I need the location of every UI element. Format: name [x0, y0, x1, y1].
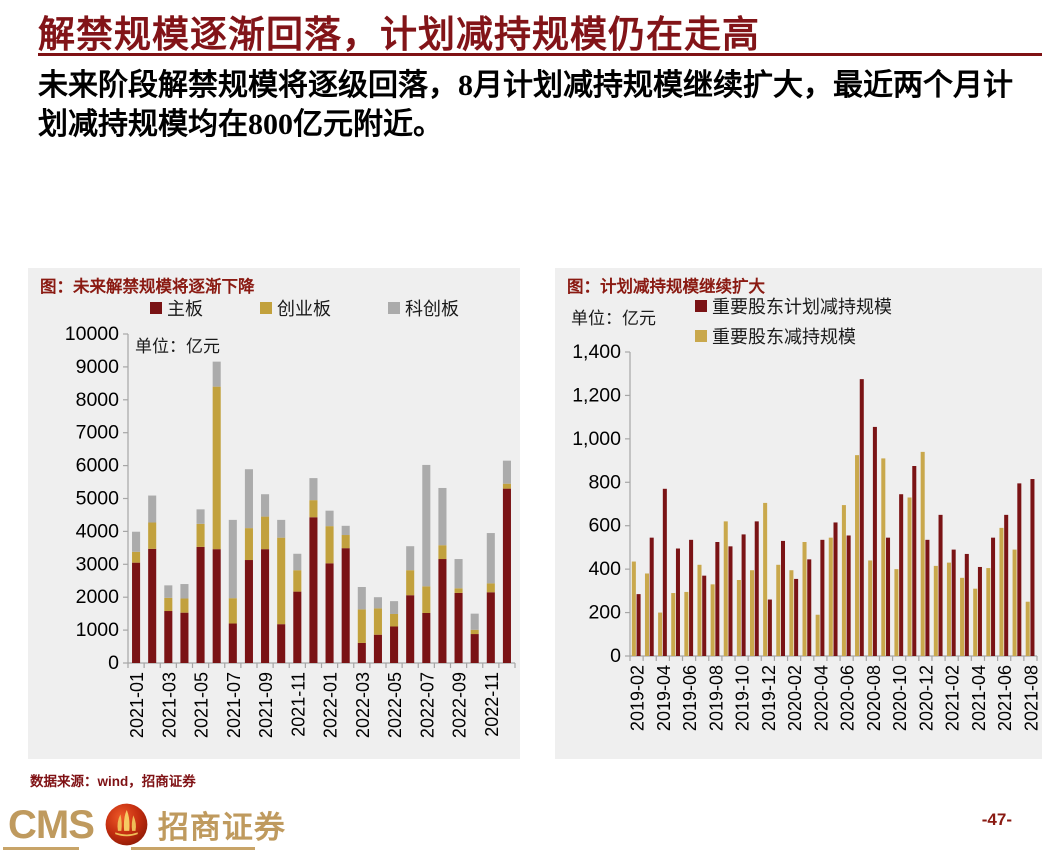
svg-text:1000: 1000 [76, 619, 120, 641]
svg-text:2019-10: 2019-10 [733, 665, 753, 731]
svg-text:2020-04: 2020-04 [811, 665, 831, 731]
legend-item: 科创板 [388, 295, 459, 321]
svg-text:4000: 4000 [76, 520, 120, 542]
cms-logo-text: CMS [8, 802, 95, 847]
svg-text:2020-08: 2020-08 [864, 665, 884, 731]
cms-badge-icon [105, 803, 148, 846]
svg-text:7000: 7000 [76, 422, 120, 444]
svg-text:2019-06: 2019-06 [680, 665, 700, 731]
right-chart: 1,400 1,200 1,000 800 600 400 200 0 2019-02 2019-… [572, 341, 1041, 731]
svg-text:2019-08: 2019-08 [706, 665, 726, 731]
legend-item: 重要股东计划减持规模 [695, 293, 892, 319]
page-subtitle: 未来阶段解禁规模将逐级回落，8月计划减持规模继续扩大，最近两个月计划减持规模均在… [38, 69, 1013, 141]
cms-logo-company-text: 招商证券 [157, 810, 286, 845]
svg-text:1,200: 1,200 [572, 384, 621, 406]
legend-label: 创业板 [277, 299, 331, 319]
svg-text:200: 200 [588, 602, 621, 624]
svg-text:400: 400 [588, 558, 621, 580]
svg-text:2000: 2000 [76, 586, 120, 608]
data-source-note: 数据来源：wind，招商证券 [30, 774, 196, 789]
legend-item: 创业板 [260, 295, 331, 321]
svg-text:1,000: 1,000 [572, 428, 621, 450]
svg-text:800: 800 [588, 471, 621, 493]
legend-swatch-icon [388, 302, 400, 314]
logo-underline-left [3, 847, 79, 850]
legend-label: 主板 [167, 299, 203, 319]
legend-swatch-icon [150, 302, 162, 314]
svg-text:9000: 9000 [76, 356, 120, 378]
left-chart-unit-label: 单位：亿元 [135, 337, 220, 356]
page-number: -47- [981, 810, 1012, 829]
logo-underline-right [131, 847, 255, 850]
svg-text:2022-01: 2022-01 [321, 672, 341, 738]
svg-text:2021-04: 2021-04 [969, 665, 989, 731]
svg-text:2022-05: 2022-05 [385, 672, 405, 738]
svg-text:2021-07: 2021-07 [224, 672, 244, 738]
legend-item: 重要股东减持规模 [695, 323, 892, 349]
svg-text:2022-07: 2022-07 [417, 672, 437, 738]
svg-text:2020-02: 2020-02 [785, 665, 805, 731]
svg-text:5000: 5000 [76, 488, 120, 510]
svg-text:2022-09: 2022-09 [450, 672, 470, 738]
svg-text:2022-03: 2022-03 [353, 672, 373, 738]
left-chart-panel: 10000 9000 8000 7000 6000 5000 4000 3000 2000 100… [28, 268, 520, 759]
svg-text:2021-08: 2021-08 [1021, 665, 1041, 731]
svg-text:6000: 6000 [76, 455, 120, 477]
svg-text:2021-01: 2021-01 [127, 672, 147, 738]
svg-text:2019-12: 2019-12 [759, 665, 779, 731]
svg-text:2022-11: 2022-11 [482, 672, 502, 737]
legend-label: 科创板 [405, 299, 459, 319]
right-chart-title: 图：计划减持规模继续扩大 [567, 278, 765, 296]
right-chart-panel: 1,400 1,200 1,000 800 600 400 200 0 2019-02 2019-… [555, 268, 1042, 759]
svg-text:2019-04: 2019-04 [654, 665, 674, 731]
svg-text:1,400: 1,400 [572, 341, 621, 363]
left-chart: 1000090008000700060005000400030002000100… [65, 323, 516, 738]
legend-item: 主板 [150, 295, 203, 321]
svg-text:2021-11: 2021-11 [288, 672, 308, 737]
svg-text:2020-12: 2020-12 [916, 665, 936, 731]
svg-text:2021-03: 2021-03 [159, 672, 179, 738]
cms-logo: CMS 招商证券 [8, 802, 286, 847]
legend-swatch-icon [260, 302, 272, 314]
svg-text:3000: 3000 [76, 553, 120, 575]
legend-swatch-icon [695, 330, 707, 342]
right-chart-legend: 重要股东计划减持规模 重要股东减持规模 [695, 293, 892, 349]
svg-text:0: 0 [610, 645, 621, 667]
svg-text:2020-10: 2020-10 [890, 665, 910, 731]
svg-text:8000: 8000 [76, 389, 120, 411]
svg-text:2020-06: 2020-06 [838, 665, 858, 731]
legend-swatch-icon [695, 300, 707, 312]
right-chart-unit-label: 单位：亿元 [571, 309, 656, 328]
svg-text:2021-06: 2021-06 [995, 665, 1015, 731]
svg-text:2021-02: 2021-02 [943, 665, 963, 731]
svg-text:2019-02: 2019-02 [628, 665, 648, 731]
left-chart-legend: 主板 创业板 科创板 [150, 295, 459, 321]
title-divider [38, 53, 1042, 56]
svg-text:10000: 10000 [65, 323, 119, 345]
svg-text:600: 600 [588, 515, 621, 537]
page-title: 解禁规模逐渐回落，计划减持规模仍在走高 [38, 15, 760, 56]
svg-text:2021-09: 2021-09 [256, 672, 276, 738]
legend-label: 重要股东减持规模 [712, 327, 856, 347]
svg-text:2021-05: 2021-05 [192, 672, 212, 738]
legend-label: 重要股东计划减持规模 [712, 297, 892, 317]
left-chart-title: 图：未来解禁规模将逐渐下降 [40, 278, 255, 296]
svg-text:0: 0 [108, 652, 119, 674]
